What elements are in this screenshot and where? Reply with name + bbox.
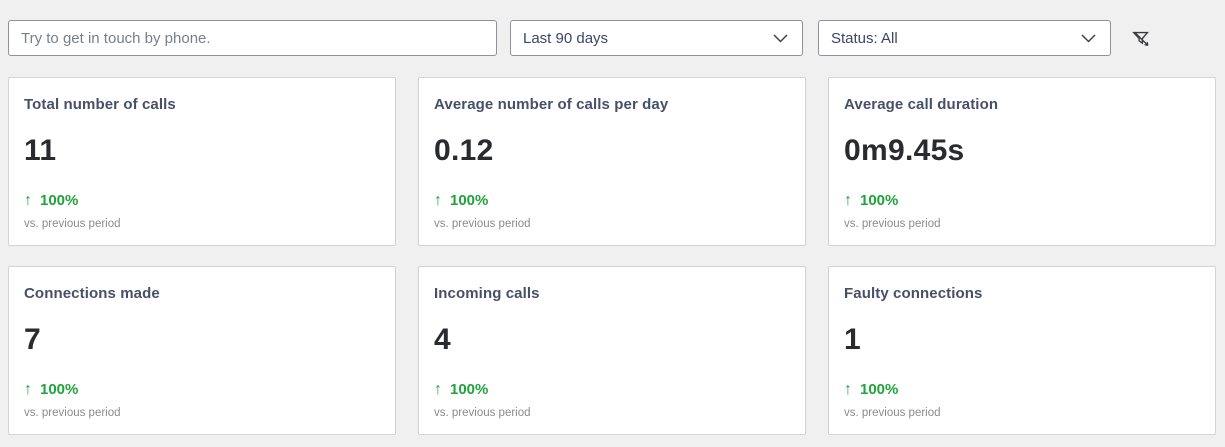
arrow-up-icon: ↑ bbox=[24, 381, 32, 398]
card-change: ↑ 100% bbox=[844, 381, 1199, 399]
clear-filters-button[interactable] bbox=[1129, 27, 1153, 51]
card-title: Faulty connections bbox=[844, 285, 983, 302]
kpi-card-faulty-connections: Faulty connections 1 ↑ 100% vs. previous… bbox=[828, 266, 1216, 435]
card-note: vs. previous period bbox=[434, 407, 531, 419]
card-change-percent: 100% bbox=[40, 381, 79, 398]
card-value: 4 bbox=[434, 323, 451, 356]
card-change-percent: 100% bbox=[450, 381, 489, 398]
card-title: Connections made bbox=[24, 285, 160, 302]
card-value: 0.12 bbox=[434, 134, 494, 167]
kpi-card-avg-calls-per-day: Average number of calls per day 0.12 ↑ 1… bbox=[418, 77, 806, 246]
card-change-percent: 100% bbox=[860, 381, 899, 398]
status-dropdown-value: Status: All bbox=[831, 29, 898, 47]
card-note: vs. previous period bbox=[844, 218, 941, 230]
card-note: vs. previous period bbox=[24, 407, 121, 419]
filter-bar: Last 90 days Status: All bbox=[0, 0, 1225, 56]
card-value: 0m9.45s bbox=[844, 134, 965, 167]
card-note: vs. previous period bbox=[24, 218, 121, 230]
card-change-percent: 100% bbox=[40, 192, 79, 209]
kpi-card-avg-call-duration: Average call duration 0m9.45s ↑ 100% vs.… bbox=[828, 77, 1216, 246]
card-title: Average number of calls per day bbox=[434, 96, 669, 113]
card-title: Total number of calls bbox=[24, 96, 176, 113]
card-change: ↑ 100% bbox=[24, 381, 379, 399]
card-change: ↑ 100% bbox=[434, 192, 789, 210]
kpi-card-total-calls: Total number of calls 11 ↑ 100% vs. prev… bbox=[8, 77, 396, 246]
arrow-up-icon: ↑ bbox=[434, 192, 442, 209]
chevron-down-icon bbox=[773, 33, 788, 43]
status-dropdown[interactable]: Status: All bbox=[818, 20, 1111, 56]
arrow-up-icon: ↑ bbox=[24, 192, 32, 209]
search-input[interactable] bbox=[8, 20, 497, 56]
card-value: 1 bbox=[844, 323, 861, 356]
card-note: vs. previous period bbox=[844, 407, 941, 419]
card-note: vs. previous period bbox=[434, 218, 531, 230]
kpi-card-incoming-calls: Incoming calls 4 ↑ 100% vs. previous per… bbox=[418, 266, 806, 435]
period-dropdown[interactable]: Last 90 days bbox=[510, 20, 803, 56]
card-value: 7 bbox=[24, 323, 41, 356]
card-title: Average call duration bbox=[844, 96, 999, 113]
period-dropdown-value: Last 90 days bbox=[523, 29, 609, 47]
card-change-percent: 100% bbox=[450, 192, 489, 209]
filter-off-icon bbox=[1132, 31, 1149, 46]
card-title: Incoming calls bbox=[434, 285, 540, 302]
card-change: ↑ 100% bbox=[434, 381, 789, 399]
card-change: ↑ 100% bbox=[24, 192, 379, 210]
kpi-cards-grid: Total number of calls 11 ↑ 100% vs. prev… bbox=[8, 77, 1216, 435]
card-change-percent: 100% bbox=[860, 192, 899, 209]
arrow-up-icon: ↑ bbox=[434, 381, 442, 398]
chevron-down-icon bbox=[1081, 33, 1096, 43]
card-change: ↑ 100% bbox=[844, 192, 1199, 210]
card-value: 11 bbox=[24, 134, 57, 167]
arrow-up-icon: ↑ bbox=[844, 192, 852, 209]
arrow-up-icon: ↑ bbox=[844, 381, 852, 398]
kpi-card-connections-made: Connections made 7 ↑ 100% vs. previous p… bbox=[8, 266, 396, 435]
